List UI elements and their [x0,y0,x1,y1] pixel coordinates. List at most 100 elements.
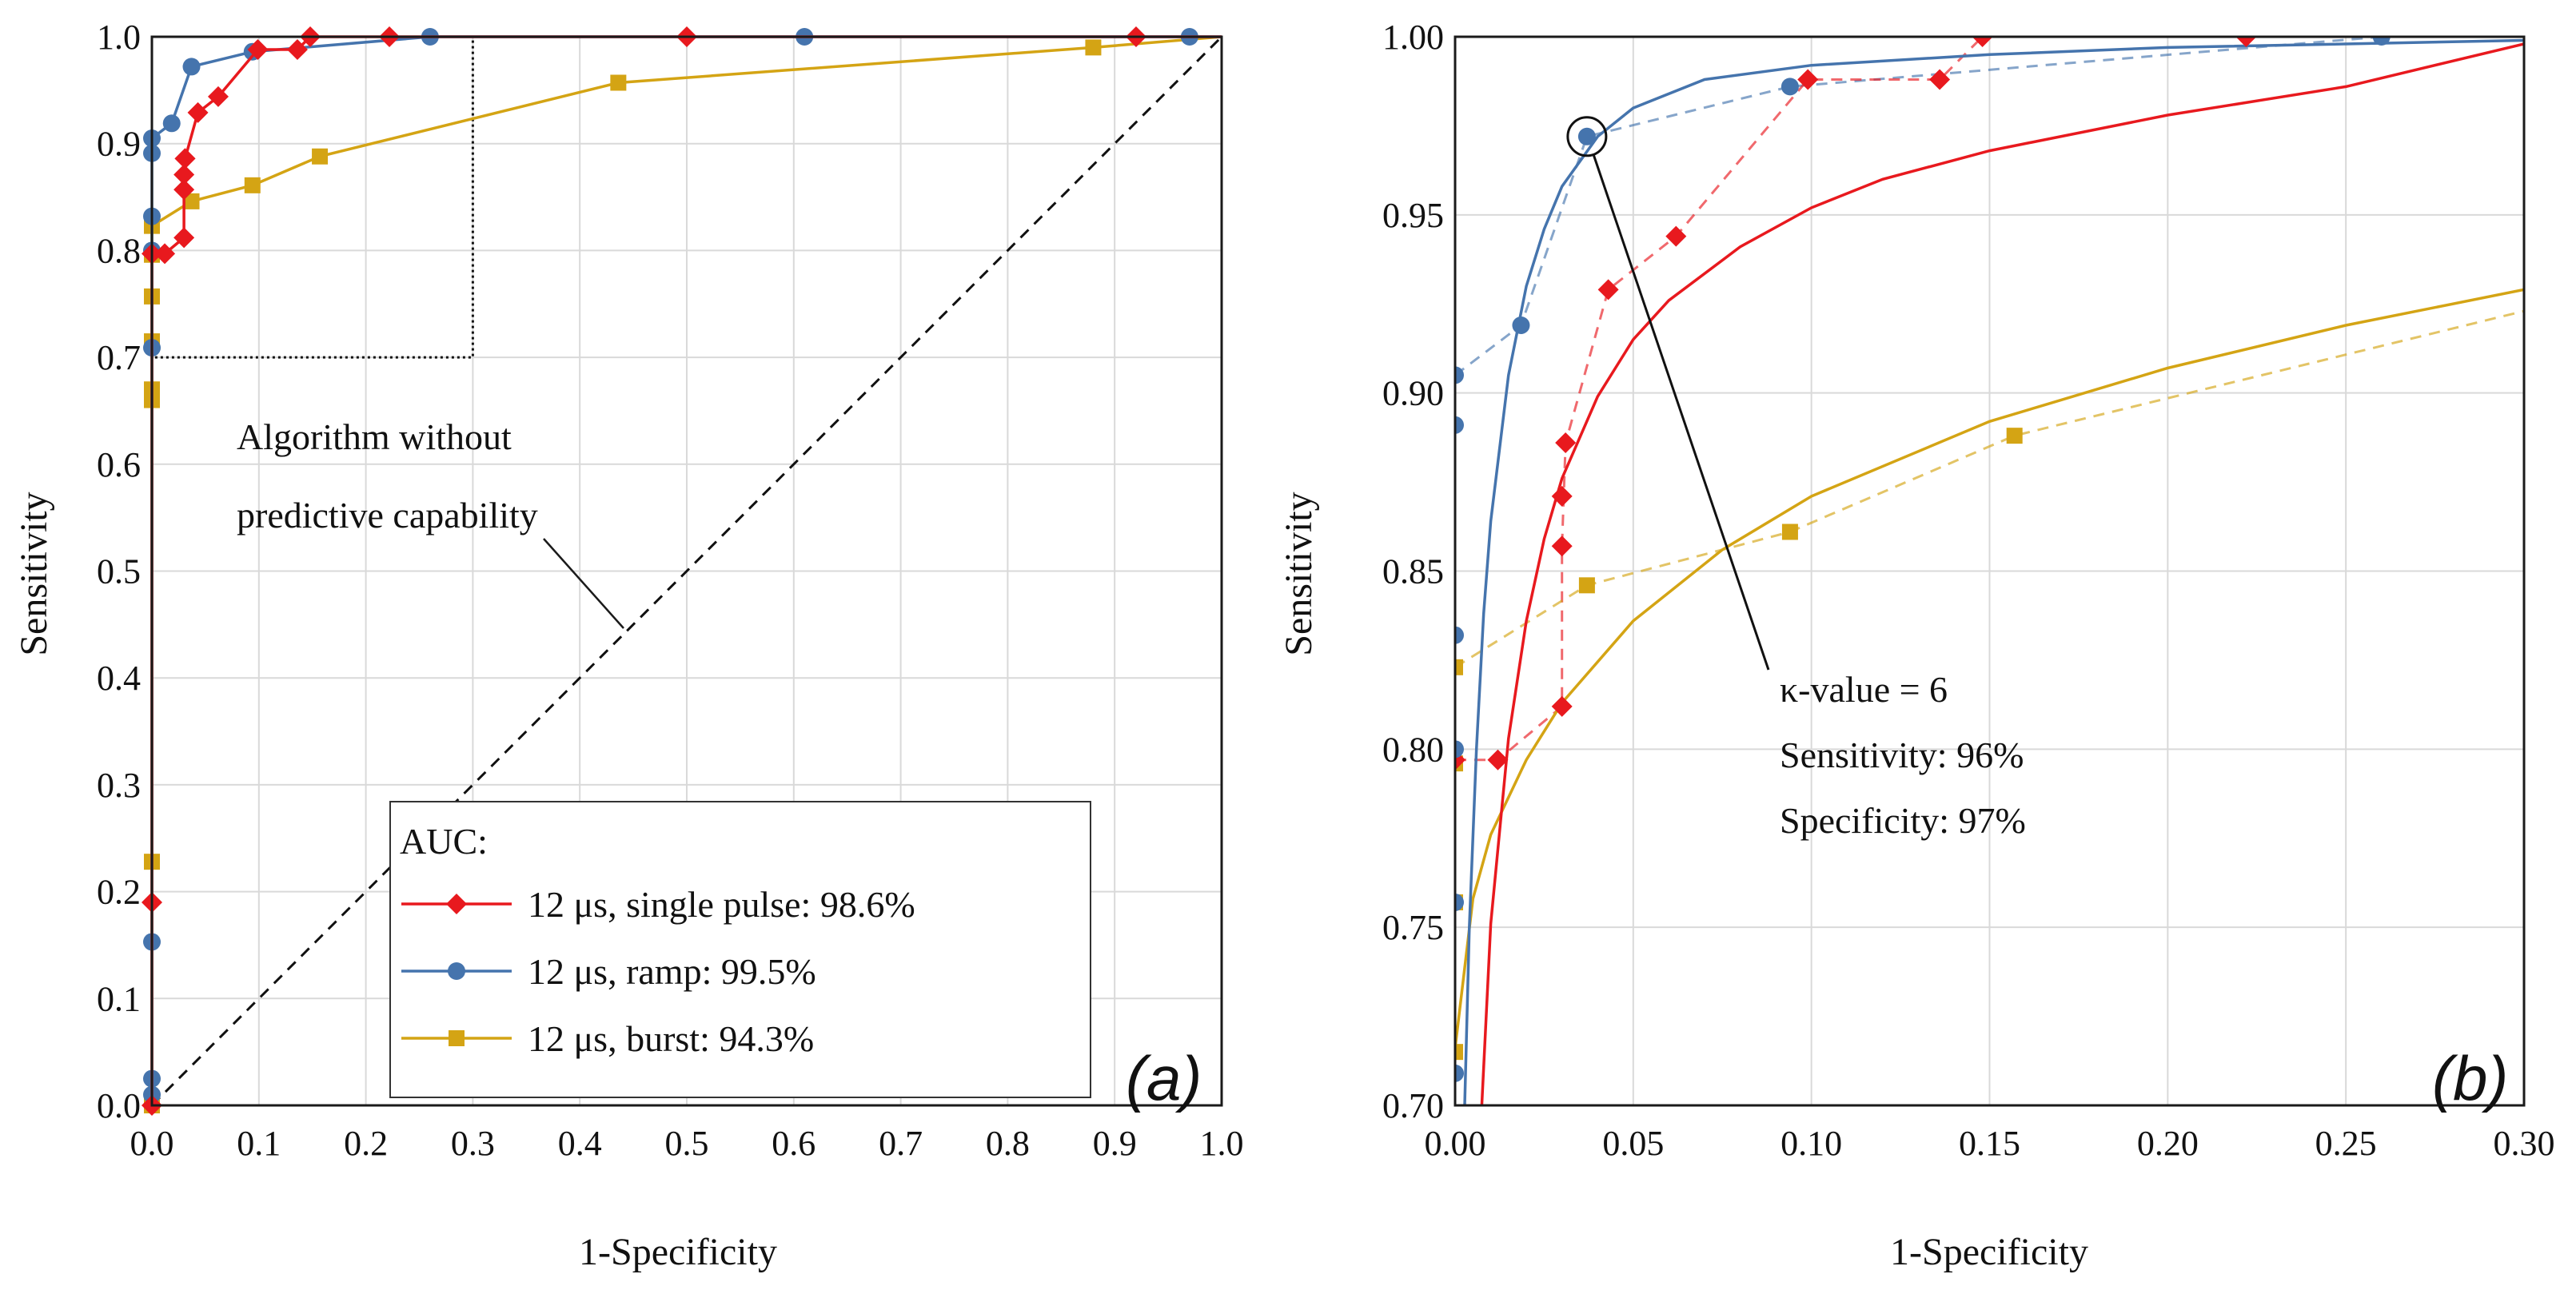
panel-b-single-pulse-point [1972,37,1993,47]
kappa-callout-line [1592,153,1770,671]
panel-a-single-pulse-point [187,102,209,123]
panel-b-plot-frame [1453,35,2526,1107]
panel-a-legend: AUC: 12 μs, single pulse: 98.6% 12 μs, ra… [389,801,1091,1098]
panel-b: 0.00 0.05 0.10 0.15 0.20 0.25 0.30 0.70 0.75 0.80… [1278,18,2555,1273]
panel-b-burst-point [1781,524,1798,540]
panel-b-ramp-point [1512,316,1530,334]
panel-a-ticks: 0.0 0.1 0.2 0.3 0.4 0.5 0.6 0.7 0.8 0.9 1.0 0.0 0.1 0… [97,18,1244,1163]
panel-a-y-tick-label: 0.1 [97,979,141,1018]
panel-a-y-tick-label: 1.0 [97,18,141,57]
panel-a-single-pulse-point [247,39,269,61]
panel-b-y-tick-label: 0.80 [1382,730,1444,769]
panel-a-single-pulse-point [174,148,196,169]
zoom-region-box [150,35,474,359]
panel-b-y-tick-label: 0.75 [1382,908,1444,947]
legend-entries: 12 μs, single pulse: 98.6% 12 μs, ramp: 9… [401,884,915,1059]
panel-b-x-axis-title: 1-Specificity [1890,1231,2088,1273]
panel-b-x-tick-label: 0.05 [1602,1124,1664,1163]
panel-b-x-tick-label: 0.25 [2315,1124,2377,1163]
panel-a-burst-point [1085,39,1102,56]
panel-b-single-pulse-point [1597,279,1619,301]
panel-a-y-tick-label: 0.9 [97,125,141,164]
panel-a-single-pulse-point [173,164,195,185]
no-predictive-label-line-1: Algorithm without [237,416,512,457]
panel-b-single-pulse-point [1551,485,1573,507]
panel-b-single-pulse-point [1487,749,1509,770]
panel-a-y-tick-label: 0.0 [97,1086,141,1125]
legend-burst-marker [449,1030,465,1046]
panel-a-single-pulse-point [173,179,195,201]
panel-a-x-tick-label: 0.3 [451,1124,495,1163]
panel-b-y-tick-label: 1.00 [1382,18,1444,57]
panel-a-ramp-point [162,114,181,133]
panel-a-y-tick-label: 0.6 [97,445,141,484]
panel-a: 0.0 0.1 0.2 0.3 0.4 0.5 0.6 0.7 0.8 0.9 1.0 0.0 0.1 0… [13,18,1244,1273]
panel-a-ramp-point [182,58,201,76]
panel-b-x-tick-label: 0.15 [1959,1124,2020,1163]
panel-b-ticks: 0.00 0.05 0.10 0.15 0.20 0.25 0.30 0.70 0.75 0.80… [1382,18,2555,1163]
panel-b-burst-point [1455,659,1463,675]
panel-b-x-tick-label: 0.10 [1780,1124,1842,1163]
legend-title: AUC: [400,821,488,862]
panel-a-single-pulse-point [207,86,229,107]
panel-a-x-tick-label: 1.0 [1200,1124,1244,1163]
panel-a-y-tick-label: 0.7 [97,338,141,377]
panel-a-single-pulse-point [154,243,176,265]
panel-a-y-tick-label: 0.2 [97,873,141,912]
panel-b-ramp-point [1577,127,1596,145]
panel-b-single-pulse-point [1929,69,1951,90]
kappa-value-label: κ-value = 6 [1780,669,1948,710]
panel-b-burst-point [1578,577,1595,594]
panel-a-single-pulse-point [173,227,195,249]
panel-b-single-pulse-point [1665,225,1687,247]
panel-b-single-pulse-point [1551,536,1573,557]
panel-a-y-tick-label: 0.8 [97,231,141,270]
panel-b-ramp-point [1455,740,1464,758]
panel-b-ramp-point [1455,366,1464,384]
panel-b-y-tick-label: 0.90 [1382,374,1444,413]
panel-b-ramp-point [1780,78,1799,96]
panel-b-burst-point [2006,428,2023,444]
panel-a-x-tick-label: 0.4 [558,1124,602,1163]
panel-b-x-tick-label: 0.20 [2137,1124,2199,1163]
sensitivity-label: Sensitivity: 96% [1780,735,2024,775]
chance-diagonal-line [150,35,1223,1107]
panel-b-x-tick-label: 0.30 [2494,1124,2555,1163]
panel-b-y-axis-title: Sensitivity [1278,492,1320,655]
kappa-highlight-ring [1566,116,1608,157]
panel-a-y-tick-label: 0.5 [97,552,141,591]
panel-b-ramp-fit-curve [1463,38,2524,1105]
legend-single-pulse-marker [446,894,467,914]
panel-b-single-pulse-point [1797,69,1819,90]
panel-b-ramp-point [1455,893,1464,911]
legend-box [389,801,1091,1098]
panel-a-x-tick-label: 0.1 [237,1124,281,1163]
panel-b-annotation: κ-value = 6 Sensitivity: 96% Specificity… [1566,116,2026,841]
panel-a-plot-frame [150,35,1223,1107]
panel-b-burst-fit-curve [1455,288,2524,1049]
legend-single-pulse-label: 12 μs, single pulse: 98.6% [528,884,915,925]
no-predictive-pointer-line [543,538,624,629]
panel-b-ramp-point [1455,626,1464,644]
panel-b-burst-point [1455,1044,1463,1061]
legend-ramp-marker [448,962,465,980]
panel-a-x-tick-label: 0.5 [665,1124,709,1163]
panel-a-burst-point [244,177,261,193]
legend-burst-label: 12 μs, burst: 94.3% [528,1018,814,1059]
panel-b-single-pulse-fit-curve [1480,42,2524,1105]
panel-b-tag: (b) [2432,1043,2508,1113]
panel-a-y-axis-title: Sensitivity [13,492,55,655]
panel-a-x-tick-label: 0.7 [879,1124,923,1163]
panel-b-y-tick-label: 0.95 [1382,196,1444,235]
panel-a-x-tick-label: 0.8 [986,1124,1030,1163]
panel-b-series [1455,37,2524,1105]
panel-b-ramp-point [2372,37,2391,46]
panel-a-x-tick-label: 0.6 [772,1124,815,1163]
panel-b-single-pulse-point [1555,432,1577,454]
panel-a-x-axis-title: 1-Specificity [579,1231,777,1273]
panel-b-y-tick-label: 0.70 [1382,1086,1444,1125]
no-predictive-label-line-2: predictive capability [237,495,538,536]
panel-a-burst-point [610,74,627,91]
panel-a-single-pulse-point [286,39,308,61]
